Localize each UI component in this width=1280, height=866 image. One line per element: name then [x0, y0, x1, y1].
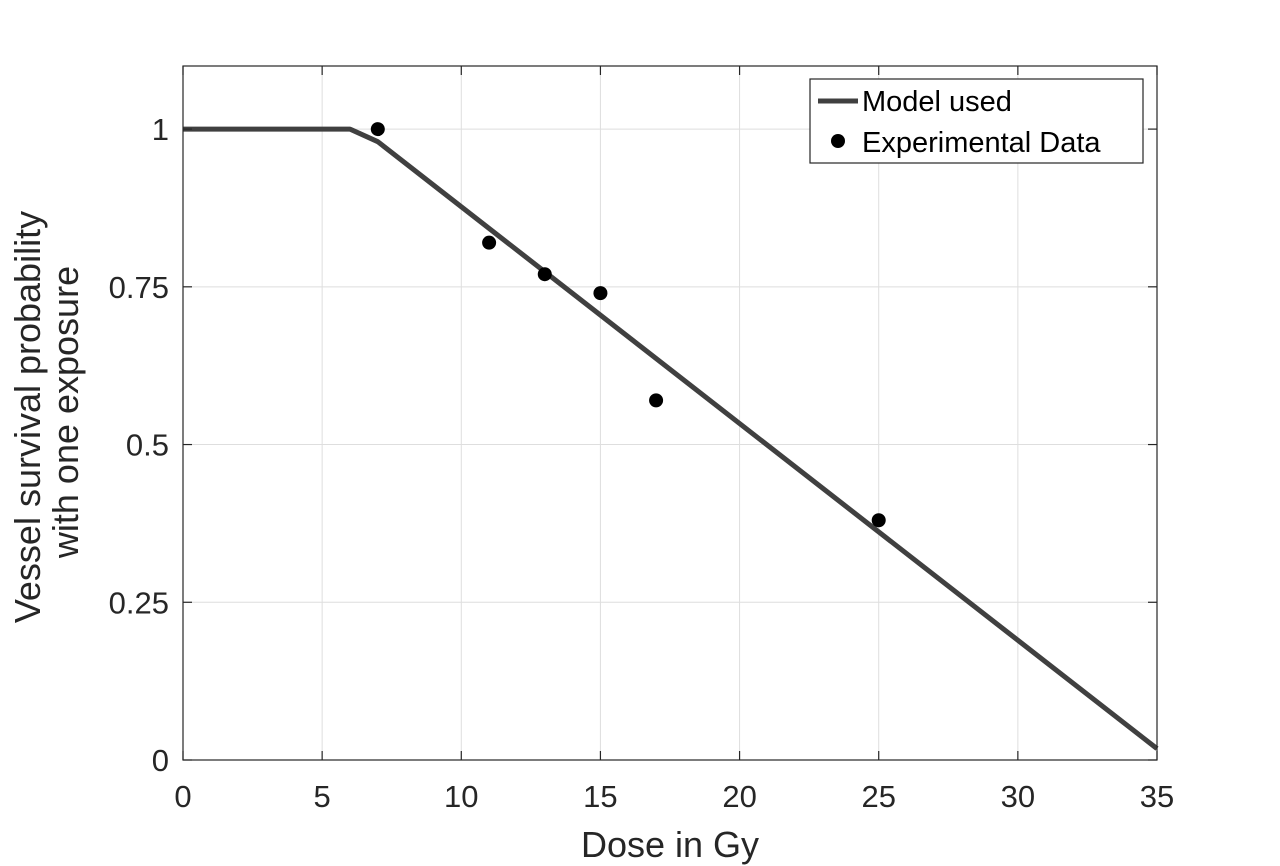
legend: Model used Experimental Data — [809, 78, 1144, 164]
x-tick-label: 20 — [722, 779, 756, 814]
legend-label-experimental: Experimental Data — [862, 127, 1101, 159]
x-tick-label: 0 — [174, 779, 191, 814]
x-tick-label: 35 — [1140, 779, 1174, 814]
data-point — [370, 122, 385, 137]
y-axis-label-line-1: Vessel survival probability — [7, 211, 48, 623]
y-tick-label: 1 — [152, 112, 169, 147]
x-tick-label: 15 — [583, 779, 617, 814]
series-line-model — [183, 126, 1159, 751]
axes-box — [182, 65, 1158, 761]
y-tick-label: 0.5 — [126, 428, 169, 463]
x-tick-label: 10 — [444, 779, 478, 814]
data-point — [537, 267, 552, 282]
x-tick-label: 25 — [861, 779, 895, 814]
y-axis-label-line-2: with one exposure — [45, 266, 86, 559]
legend-swatch-experimental — [831, 134, 845, 148]
y-axis-label: Vessel survival probability with one exp… — [7, 201, 86, 623]
legend-label-model: Model used — [862, 86, 1012, 118]
tick-labels: 0 5 10 15 20 25 30 35 0 0.25 0.5 0.75 1 — [109, 112, 1175, 814]
x-tick-label: 30 — [1001, 779, 1035, 814]
y-tick-label: 0.75 — [109, 270, 169, 305]
legend-box — [809, 78, 1144, 164]
data-point — [482, 235, 497, 250]
ticks — [182, 66, 1158, 761]
series-layer — [183, 122, 1159, 751]
y-tick-label: 0 — [152, 743, 169, 778]
data-point — [649, 393, 664, 408]
data-point — [593, 286, 608, 301]
data-point — [871, 513, 886, 528]
y-tick-label: 0.25 — [109, 585, 169, 620]
plot-area — [183, 66, 1157, 760]
x-tick-label: 5 — [314, 779, 331, 814]
x-axis-label: Dose in Gy — [581, 824, 759, 865]
